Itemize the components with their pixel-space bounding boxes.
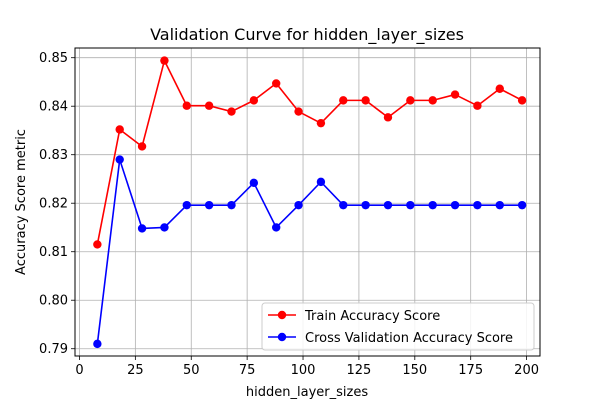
data-point-train <box>450 90 460 99</box>
data-point-cv <box>137 224 147 233</box>
y-tick-label: 0.84 <box>39 100 68 115</box>
data-point-train <box>249 96 259 105</box>
data-point-cv <box>495 200 504 210</box>
data-point-cv <box>383 200 393 210</box>
data-point-cv <box>450 200 460 210</box>
series-group <box>93 56 527 349</box>
data-point-cv <box>294 200 303 210</box>
legend-label-train: Train Accuracy Score <box>304 309 440 324</box>
data-point-train <box>93 240 102 249</box>
x-tick-label: 75 <box>239 363 256 378</box>
data-point-train <box>204 101 214 110</box>
data-point-cv <box>204 200 214 210</box>
data-point-train <box>383 113 393 122</box>
y-tick-label: 0.85 <box>39 51 68 66</box>
y-axis-label: Accuracy Score metric <box>14 129 29 275</box>
data-point-cv <box>249 178 259 188</box>
ticks: 0 25 50 75 100 125 150 175 200 0.79 0.80 0.81 0.82 0.… <box>39 51 539 378</box>
data-point-cv <box>406 200 415 210</box>
x-tick-label: 100 <box>291 363 316 378</box>
x-tick-label: 200 <box>514 363 539 378</box>
data-point-cv <box>517 200 527 210</box>
data-point-train <box>473 101 482 110</box>
legend-label-cv: Cross Validation Accuracy Score <box>305 331 513 346</box>
y-tick-label: 0.83 <box>39 148 68 163</box>
x-tick-label: 50 <box>183 363 200 378</box>
data-point-cv <box>160 223 169 232</box>
y-tick-label: 0.80 <box>39 294 68 309</box>
data-point-cv <box>473 200 482 210</box>
x-tick-label: 0 <box>75 363 83 378</box>
data-point-cv <box>93 339 102 349</box>
data-point-cv <box>115 155 124 164</box>
data-point-train <box>137 142 147 151</box>
data-point-train <box>115 125 124 134</box>
x-tick-label: 25 <box>127 363 144 378</box>
data-point-train <box>294 107 303 116</box>
data-point-train <box>495 84 504 93</box>
data-point-cv <box>272 223 281 232</box>
data-point-cv <box>361 200 370 210</box>
data-point-train <box>160 56 169 65</box>
data-point-train <box>517 96 527 105</box>
y-tick-label: 0.82 <box>39 197 68 212</box>
data-point-cv <box>182 200 191 210</box>
data-point-train <box>361 96 370 105</box>
data-point-train <box>406 96 415 105</box>
y-tick-label: 0.81 <box>39 245 68 260</box>
plot-area-frame <box>74 47 541 357</box>
chart-title: Validation Curve for hidden_layer_sizes <box>150 25 464 45</box>
x-tick-label: 125 <box>347 363 372 378</box>
legend-box <box>261 302 535 351</box>
data-point-train <box>316 118 326 128</box>
y-tick-label: 0.79 <box>39 342 68 357</box>
x-axis-label: hidden_layer_sizes <box>246 385 368 400</box>
data-point-cv <box>227 200 236 210</box>
legend-marker-train <box>277 310 287 320</box>
data-point-train <box>339 96 348 105</box>
data-point-cv <box>428 200 437 210</box>
legend-marker-cv <box>277 332 287 342</box>
data-point-cv <box>316 177 326 187</box>
data-point-train <box>227 107 236 116</box>
data-point-train <box>182 101 191 110</box>
legend: Train Accuracy Score Cross Validation Ac… <box>261 302 535 351</box>
data-point-train <box>272 79 281 88</box>
x-tick-label: 175 <box>458 363 483 378</box>
data-point-train <box>428 96 437 105</box>
data-point-cv <box>339 200 348 210</box>
x-tick-label: 150 <box>402 363 427 378</box>
